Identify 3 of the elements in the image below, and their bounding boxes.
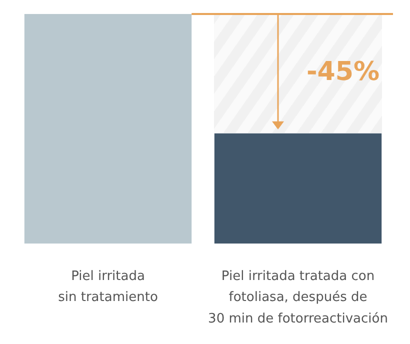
x-tick-label: Piel irritada tratada con fotoliasa, después de 30 min de fotorreactivación <box>208 268 388 327</box>
annotation: -45% <box>306 56 380 87</box>
x-tick-label: Piel irritada sin tratamiento <box>58 268 158 306</box>
